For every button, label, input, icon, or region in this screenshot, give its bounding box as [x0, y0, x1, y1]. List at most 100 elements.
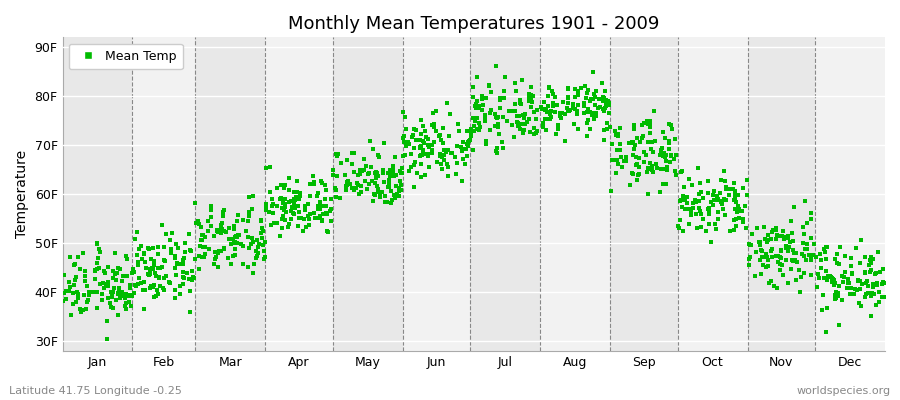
Point [128, 236, 142, 242]
Point [251, 241, 266, 247]
Point [586, 96, 600, 102]
Point [369, 169, 383, 175]
Point [421, 153, 436, 159]
Point [589, 112, 603, 118]
Point [232, 232, 247, 239]
Point [675, 204, 689, 210]
Point [483, 88, 498, 95]
Point [590, 110, 604, 117]
Point [500, 118, 514, 124]
Point [198, 251, 212, 258]
Point [787, 250, 801, 256]
Point [526, 108, 541, 115]
Point [580, 108, 594, 115]
Point [433, 153, 447, 159]
Point [413, 152, 428, 158]
Point [130, 229, 144, 236]
Point [733, 208, 747, 215]
Point [797, 231, 812, 238]
Point [553, 112, 567, 119]
Point [105, 292, 120, 299]
Point [108, 270, 122, 277]
Point [755, 247, 770, 254]
Point [150, 287, 165, 294]
Point [254, 217, 268, 224]
Point [604, 188, 618, 194]
Point [554, 115, 568, 121]
Point [796, 253, 811, 259]
Point [351, 182, 365, 188]
Point [418, 128, 432, 134]
Point [121, 256, 135, 262]
Point [482, 82, 497, 89]
Point [544, 114, 559, 120]
Point [680, 194, 694, 201]
Point [219, 228, 233, 235]
Point [259, 204, 274, 211]
Point [281, 224, 295, 230]
Point [328, 184, 342, 191]
Point [875, 281, 889, 287]
Point [384, 169, 399, 175]
Point [787, 204, 801, 210]
Point [168, 295, 183, 301]
Point [210, 228, 224, 234]
Point [810, 284, 824, 291]
Point [318, 182, 332, 188]
Point [140, 245, 155, 251]
Point [830, 251, 844, 257]
Point [396, 135, 410, 142]
Point [165, 230, 179, 236]
Point [141, 271, 156, 277]
Point [631, 172, 645, 178]
Point [369, 183, 383, 189]
Point [158, 273, 173, 280]
Point [277, 182, 292, 188]
Point [131, 274, 146, 281]
Point [426, 147, 440, 153]
Point [131, 280, 146, 287]
Point [136, 286, 150, 293]
Point [118, 295, 132, 301]
Point [578, 83, 592, 89]
Point [346, 150, 360, 156]
Point [596, 105, 610, 112]
Point [657, 135, 671, 141]
Point [292, 208, 306, 215]
Point [554, 110, 568, 116]
Point [157, 256, 171, 263]
Point [740, 192, 754, 198]
Point [176, 260, 190, 267]
Point [181, 276, 195, 283]
Point [827, 277, 842, 284]
Point [875, 294, 889, 300]
Point [655, 129, 670, 135]
Point [307, 181, 321, 188]
Point [184, 268, 199, 274]
Point [112, 285, 126, 292]
Bar [333, 37, 403, 351]
Point [98, 270, 112, 276]
Point [752, 256, 767, 263]
Point [426, 122, 440, 128]
Point [204, 222, 219, 229]
Point [298, 203, 312, 210]
Point [168, 255, 183, 262]
Point [526, 131, 541, 138]
Point [386, 170, 400, 176]
Point [854, 236, 868, 243]
Point [534, 104, 548, 110]
Point [392, 188, 407, 194]
Bar [266, 37, 333, 351]
Point [97, 285, 112, 291]
Point [69, 289, 84, 295]
Point [79, 306, 94, 312]
Point [817, 249, 832, 255]
Point [502, 108, 517, 115]
Point [217, 246, 231, 252]
Point [603, 124, 617, 130]
Point [387, 195, 401, 201]
Point [681, 221, 696, 227]
Point [545, 91, 560, 97]
Point [257, 254, 272, 261]
